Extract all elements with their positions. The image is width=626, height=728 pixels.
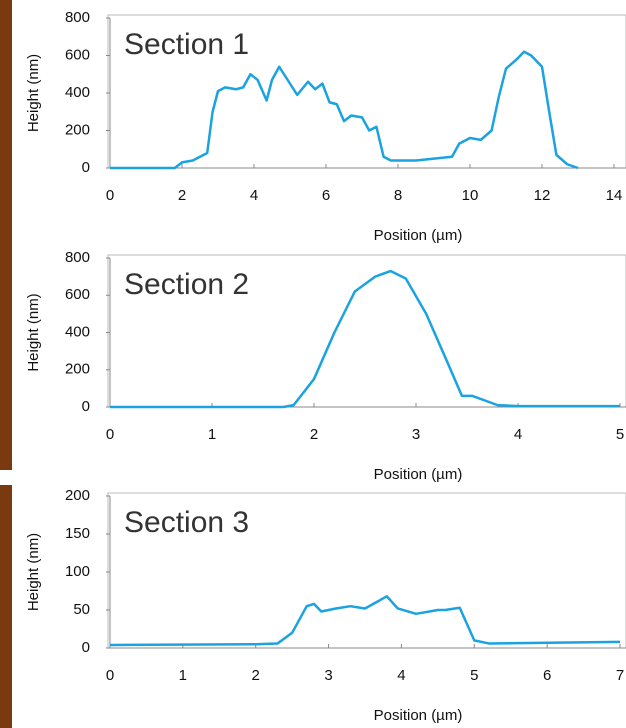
y-tick-label: 50 [73, 601, 90, 618]
y-tick-label: 800 [65, 249, 90, 266]
x-tick-label: 7 [616, 667, 624, 684]
x-tick-label: 5 [470, 667, 478, 684]
x-tick-label: 6 [543, 667, 551, 684]
line [109, 595, 621, 647]
x-tick-label: 2 [252, 667, 260, 684]
y-axis-label: Height (nm) [25, 54, 42, 132]
y-axis-label: Height (nm) [25, 533, 42, 611]
y-tick-label: 200 [65, 361, 90, 378]
x-tick-label: 2 [178, 187, 186, 204]
x-axis-label: Position (µm) [374, 707, 463, 724]
x-tick-label: 5 [616, 426, 624, 443]
y-tick-label: 0 [82, 639, 90, 656]
annotation: Section 2 [124, 268, 249, 301]
y-tick-label: 0 [82, 398, 90, 415]
y-tick-label: 600 [65, 46, 90, 63]
annotation: Section 1 [124, 28, 249, 61]
y-tick-label: 400 [65, 323, 90, 340]
side-strip [0, 0, 12, 470]
y-tick-label: 100 [65, 563, 90, 580]
x-tick-label: 0 [106, 426, 114, 443]
annotation: Section 3 [124, 506, 249, 539]
x-tick-label: 10 [462, 187, 479, 204]
y-tick-label: 150 [65, 525, 90, 542]
line [110, 269, 620, 409]
x-tick-label: 0 [106, 187, 114, 204]
x-tick-label: 4 [250, 187, 258, 204]
line [110, 50, 579, 170]
x-tick-label: 6 [322, 187, 330, 204]
x-tick-label: 1 [179, 667, 187, 684]
y-tick-label: 200 [65, 121, 90, 138]
y-axis-label: Height (nm) [25, 293, 42, 371]
y-tick-label: 200 [65, 487, 90, 504]
x-tick-label: 3 [324, 667, 332, 684]
y-tick-label: 400 [65, 84, 90, 101]
side-strip [0, 485, 12, 728]
y-tick-label: 800 [65, 9, 90, 26]
x-tick-label: 12 [534, 187, 551, 204]
x-axis-label: Position (µm) [374, 227, 463, 244]
y-tick-label: 0 [82, 159, 90, 176]
x-axis-label: Position (µm) [374, 466, 463, 483]
x-tick-label: 4 [514, 426, 522, 443]
x-tick-label: 2 [310, 426, 318, 443]
x-tick-label: 8 [394, 187, 402, 204]
y-tick-label: 600 [65, 286, 90, 303]
x-tick-label: 0 [106, 667, 114, 684]
x-tick-label: 14 [606, 187, 623, 204]
x-tick-label: 3 [412, 426, 420, 443]
x-tick-label: 1 [208, 426, 216, 443]
x-tick-label: 4 [397, 667, 405, 684]
